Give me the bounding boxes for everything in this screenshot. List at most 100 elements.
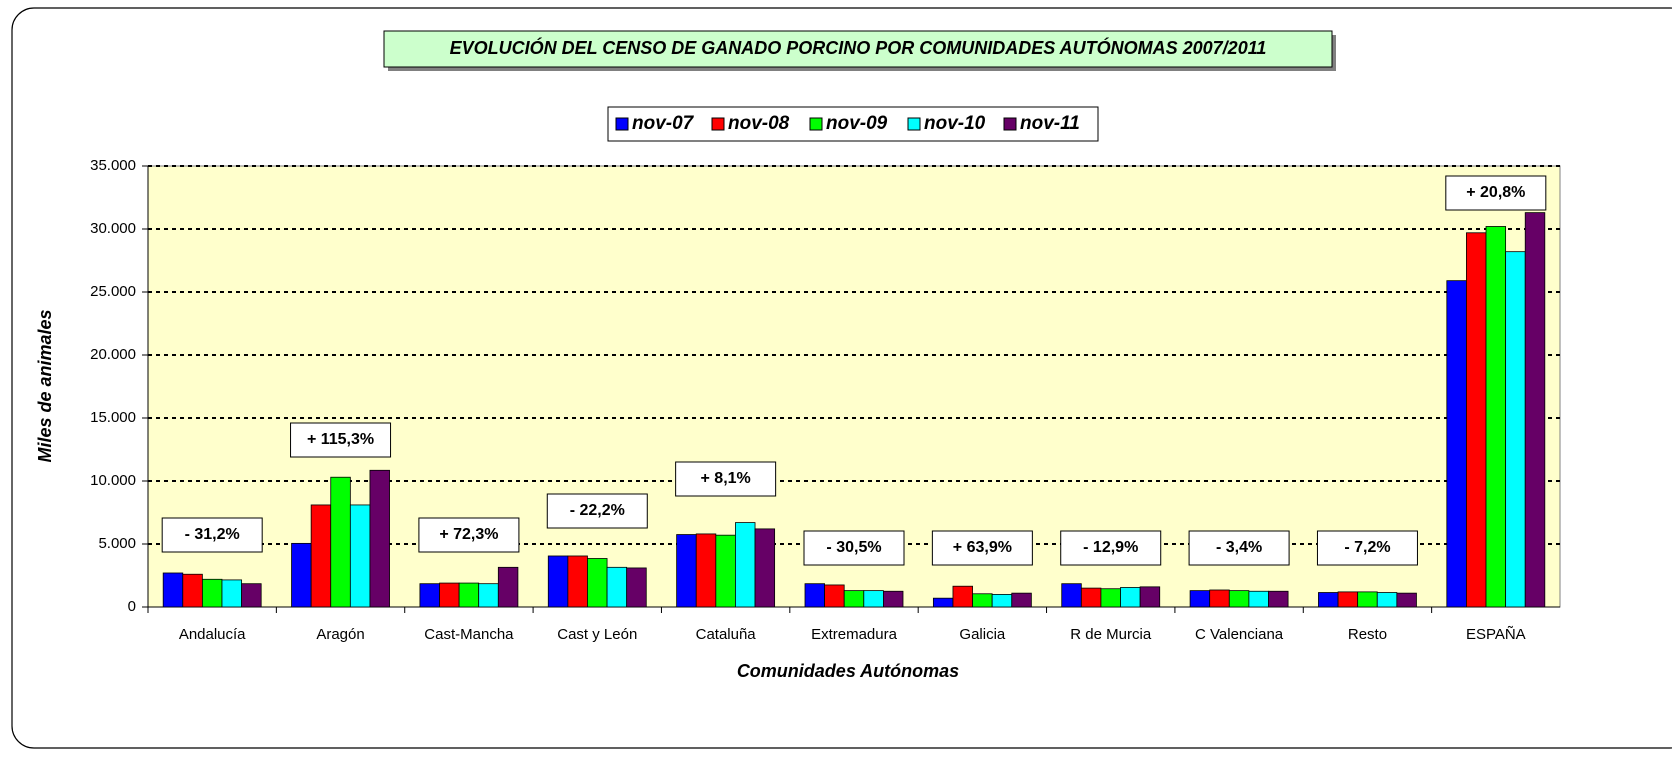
- legend-label: nov-09: [826, 113, 888, 134]
- bar: [1446, 280, 1467, 608]
- annotation: + 20,8%: [1466, 184, 1525, 201]
- bar: [804, 583, 826, 608]
- annotation-box: [1060, 530, 1162, 566]
- bar: [991, 594, 1013, 608]
- annotation: - 30,5%: [826, 539, 881, 556]
- bar: [1505, 251, 1526, 608]
- x-tick-label: C Valenciana: [1195, 626, 1284, 643]
- y-tick-label: 5.000: [98, 535, 136, 552]
- annotation: + 115,3%: [307, 431, 374, 448]
- bar: [695, 533, 717, 608]
- annotation: - 22,2%: [570, 502, 625, 519]
- bar: [497, 566, 519, 608]
- legend-swatch: [1003, 117, 1017, 131]
- bar: [1189, 590, 1211, 608]
- bar: [1228, 590, 1250, 608]
- x-tick-label: R de Murcia: [1070, 626, 1152, 643]
- bar: [952, 585, 973, 608]
- bar: [606, 566, 628, 608]
- legend-swatch: [907, 117, 921, 131]
- annotation: - 31,2%: [185, 526, 240, 543]
- bar: [1209, 589, 1230, 608]
- bar: [715, 534, 736, 608]
- bar: [547, 555, 569, 608]
- legend-label: nov-10: [924, 113, 986, 134]
- bar: [1061, 583, 1082, 608]
- y-tick-label: 15.000: [90, 409, 136, 426]
- bar: [883, 590, 904, 608]
- annotation-box: [161, 517, 263, 553]
- title-box: [383, 30, 1333, 68]
- y-tick-label: 25.000: [90, 283, 136, 300]
- bar: [676, 534, 697, 608]
- annotation: - 12,9%: [1083, 539, 1138, 556]
- annotation-box: [803, 530, 905, 566]
- bar: [162, 572, 184, 608]
- annotation: + 72,3%: [439, 526, 498, 543]
- bar: [291, 542, 312, 608]
- x-tick-label: Andalucía: [179, 626, 246, 643]
- x-tick-label: Cast y León: [557, 626, 637, 643]
- bar: [754, 528, 776, 608]
- annotation-box: [1445, 175, 1547, 211]
- bar: [735, 522, 756, 608]
- bar: [1120, 587, 1141, 608]
- annotation: - 3,4%: [1216, 539, 1262, 556]
- annotation-box: [290, 422, 392, 458]
- bar: [587, 558, 608, 608]
- bar: [182, 573, 203, 608]
- y-tick-label: 35.000: [90, 157, 136, 174]
- legend-label: nov-08: [728, 113, 790, 134]
- bar: [824, 584, 845, 608]
- x-tick-label: Aragón: [316, 626, 364, 643]
- y-tick-label: 0: [128, 598, 136, 615]
- x-tick-label: Extremadura: [811, 626, 898, 643]
- y-tick-label: 30.000: [90, 220, 136, 237]
- legend-swatch: [809, 117, 823, 131]
- bar: [1080, 587, 1102, 608]
- bar: [1466, 232, 1487, 608]
- bar: [310, 504, 332, 608]
- annotation: + 63,9%: [953, 539, 1012, 556]
- bar: [1524, 212, 1546, 608]
- bar: [1011, 592, 1032, 608]
- annotation-box: [1316, 530, 1418, 566]
- legend-box: [607, 106, 1099, 142]
- bar: [972, 593, 993, 608]
- bar: [1318, 592, 1339, 608]
- bar: [1485, 226, 1507, 608]
- annotation-box: [1188, 530, 1290, 566]
- bar: [863, 590, 884, 608]
- bar: [349, 504, 371, 608]
- bar: [1248, 590, 1269, 608]
- bar: [201, 578, 223, 608]
- bar: [932, 597, 954, 608]
- annotation-box: [546, 493, 648, 529]
- legend-label: nov-11: [1020, 113, 1080, 134]
- y-tick-label: 10.000: [90, 472, 136, 489]
- bar: [369, 469, 390, 608]
- bar: [478, 583, 499, 608]
- legend-swatch: [711, 117, 725, 131]
- bar: [1268, 590, 1289, 608]
- bar: [1100, 588, 1121, 608]
- annotation: + 8,1%: [701, 470, 751, 487]
- x-tick-label: ESPAÑA: [1466, 626, 1526, 643]
- bar: [458, 582, 480, 608]
- bar: [626, 567, 647, 608]
- bar: [1396, 592, 1417, 608]
- bar: [241, 583, 262, 608]
- x-tick-label: Cast-Mancha: [424, 626, 514, 643]
- bar: [1357, 591, 1378, 608]
- legend-swatch: [615, 117, 629, 131]
- bar: [439, 582, 460, 608]
- x-tick-label: Cataluña: [696, 626, 757, 643]
- legend-label: nov-07: [632, 113, 695, 134]
- annotation-box: [931, 530, 1033, 566]
- bar: [330, 476, 351, 608]
- chart-title: EVOLUCIÓN DEL CENSO DE GANADO PORCINO PO…: [450, 37, 1267, 58]
- x-tick-label: Resto: [1348, 626, 1387, 643]
- bar: [1139, 586, 1161, 608]
- bar: [567, 555, 588, 608]
